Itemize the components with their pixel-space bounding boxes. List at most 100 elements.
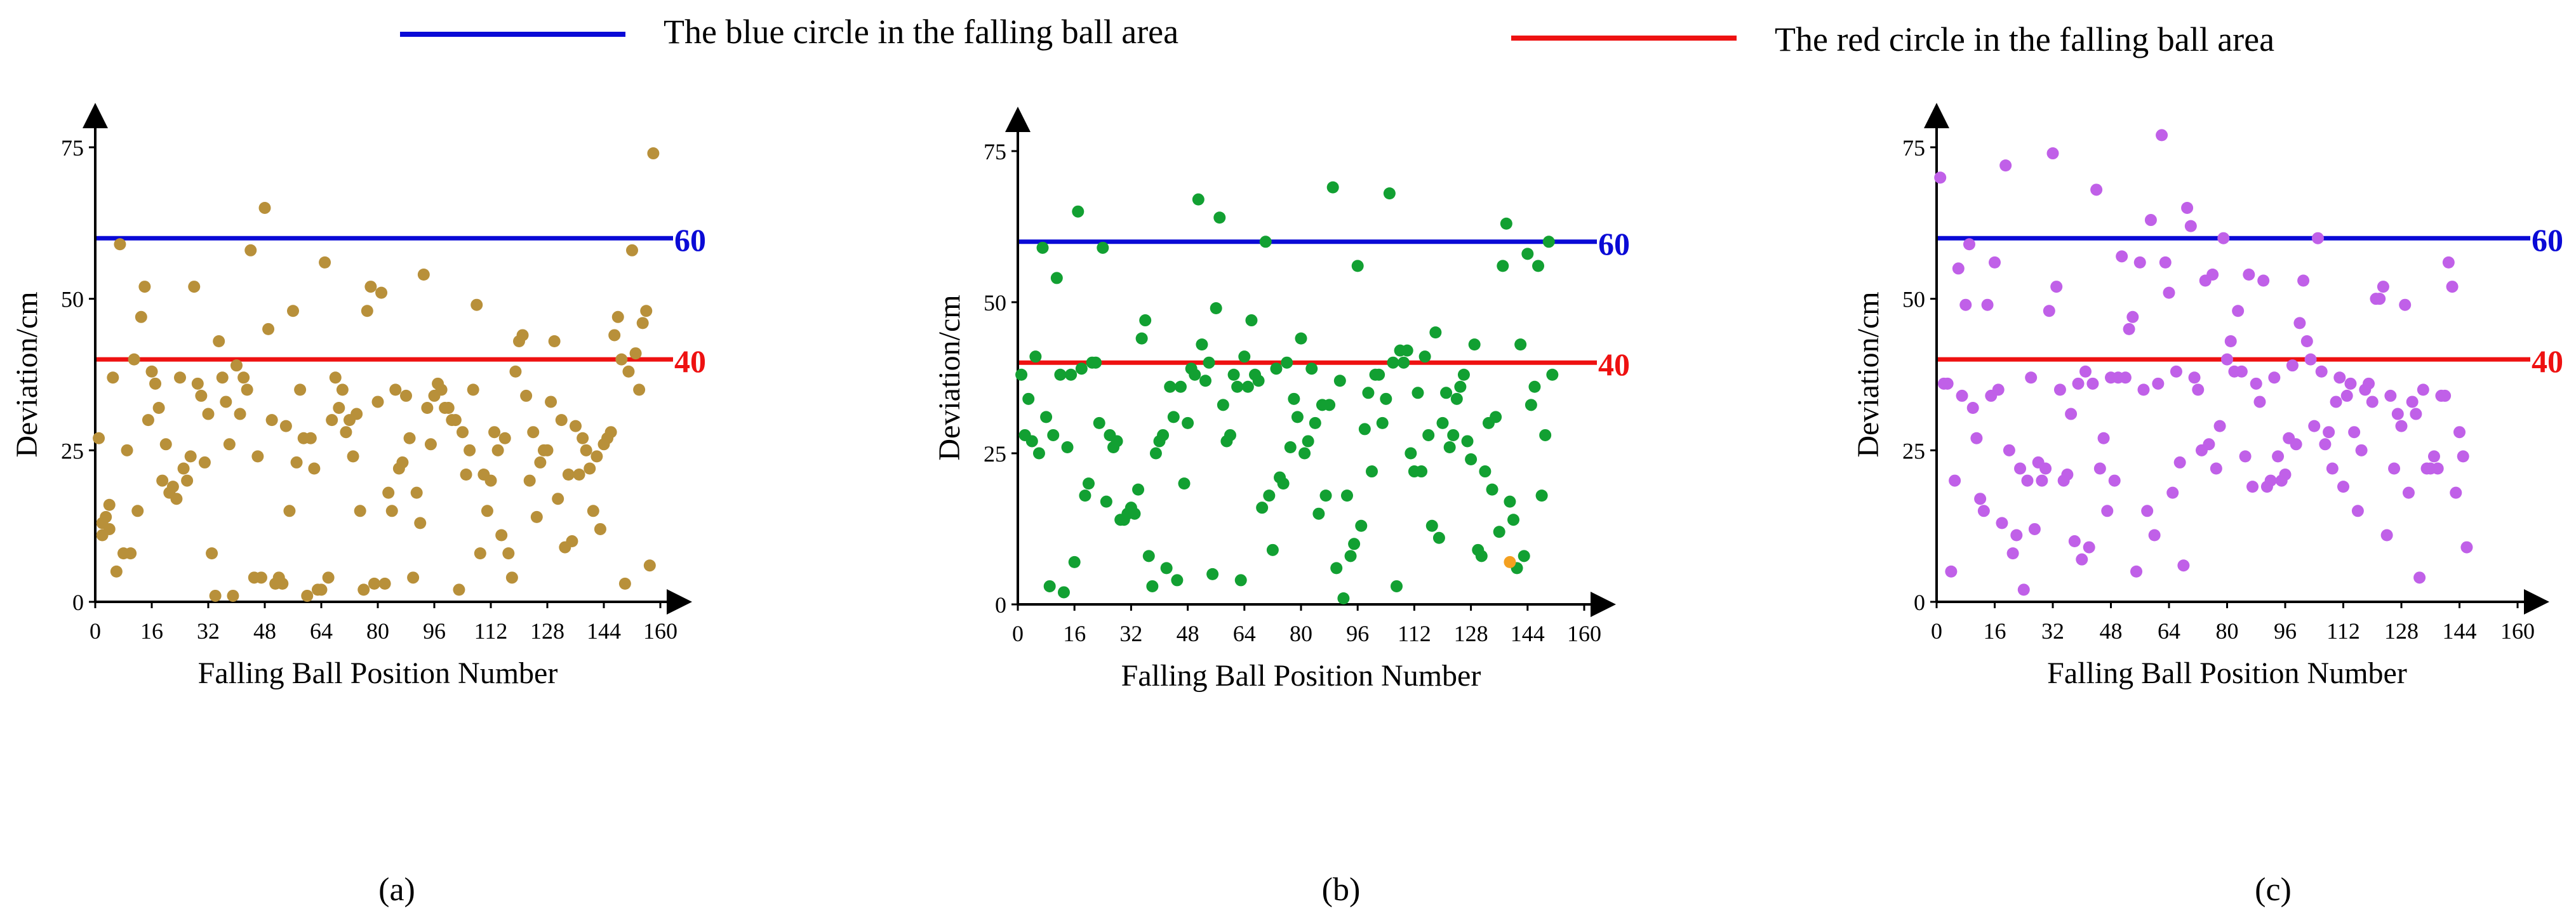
- scatter-point: [1422, 429, 1435, 441]
- scatter-point: [110, 565, 123, 578]
- scatter-point: [1479, 465, 1492, 478]
- scatter-point: [1974, 493, 1987, 505]
- scatter-point: [1514, 338, 1527, 351]
- scatter-point: [1319, 489, 1332, 502]
- scatter-point: [2083, 541, 2095, 554]
- scatter-point: [1047, 429, 1060, 441]
- scatter-point: [1057, 586, 1070, 599]
- scatter-point: [1256, 502, 1269, 514]
- scatter-point: [1355, 519, 1368, 532]
- y-tick-label: 75: [1902, 135, 1925, 161]
- scatter-point: [234, 408, 246, 420]
- scatter-point: [237, 371, 250, 384]
- legend-label-blue: The blue circle in the falling ball area: [664, 13, 1178, 51]
- scatter-point: [287, 305, 299, 317]
- scatter-point: [2253, 396, 2266, 408]
- scatter-point: [1447, 429, 1460, 441]
- scatter-point: [570, 420, 582, 432]
- x-tick-label: 80: [2216, 618, 2239, 644]
- scatter-point: [2315, 365, 2328, 378]
- scatter-point: [241, 383, 253, 396]
- scatter-point: [410, 486, 423, 499]
- scatter-point: [2014, 462, 2027, 475]
- scatter-point: [322, 571, 335, 584]
- panel-a: 60 40 0 16 32 48 64 80 96 112 128 144 160 0 25 50 75 Fall…: [10, 103, 706, 908]
- scatter-point-highlight: [1504, 555, 1516, 568]
- scatter-point: [1025, 435, 1038, 448]
- x-tick-label: 160: [1567, 621, 1601, 646]
- scatter-point: [516, 329, 529, 342]
- scatter-point: [1135, 332, 1148, 345]
- scatter-point: [2116, 250, 2128, 263]
- scatter-point: [615, 353, 628, 366]
- scatter-point: [184, 450, 197, 463]
- scatter-point: [604, 426, 617, 439]
- scatter-point: [1302, 435, 1314, 448]
- scatter-point: [2166, 486, 2179, 499]
- scatter-point: [1546, 368, 1559, 381]
- scatter-point: [100, 510, 112, 523]
- scatter-point: [1934, 171, 1947, 184]
- scatter-point: [1956, 389, 1968, 402]
- x-tick-label: 64: [310, 618, 333, 644]
- scatter-point: [2046, 147, 2059, 160]
- x-tick-label: 112: [474, 618, 508, 644]
- scatter-point: [584, 462, 596, 475]
- scatter-point: [1298, 447, 1311, 460]
- scatter-point: [1528, 380, 1541, 393]
- scatter-point: [1326, 181, 1339, 194]
- scatter-point: [1167, 411, 1180, 423]
- scatter-point: [647, 147, 660, 160]
- scatter-point: [2181, 201, 2194, 214]
- x-tick-label: 0: [90, 618, 101, 644]
- scatter-point: [1963, 238, 1975, 251]
- scatter-point: [2086, 377, 2099, 390]
- scatter-point: [1391, 580, 1403, 592]
- scatter-point: [580, 444, 592, 456]
- legend-item-blue: The blue circle in the falling ball area: [400, 13, 1178, 51]
- scatter-point: [2076, 553, 2088, 566]
- panel-c: 60 40 0 16 32 48 64 80 96 112 128 144 160 0 25 50 75 Fall…: [1852, 103, 2563, 908]
- scatter-point: [2221, 353, 2233, 366]
- scatter-point: [1263, 489, 1276, 502]
- scatter-point: [629, 347, 642, 360]
- scatter-point: [107, 371, 119, 384]
- x-tick-label: 32: [1119, 621, 1142, 646]
- scatter-point: [2351, 505, 2364, 517]
- scatter-point: [2061, 469, 2074, 481]
- scatter-point: [460, 469, 472, 481]
- scatter-point: [138, 281, 151, 293]
- scatter-point: [1149, 447, 1162, 460]
- scatter-point: [1231, 380, 1244, 393]
- y-tick-label: 50: [61, 287, 84, 312]
- scatter-point: [1100, 495, 1112, 508]
- x-tick-label: 48: [2100, 618, 2123, 644]
- scatter-point: [1128, 507, 1141, 520]
- scatter-point: [2417, 383, 2429, 396]
- scatter-point: [2366, 396, 2379, 408]
- scatter-point: [1373, 368, 1385, 381]
- scatter-point: [1465, 453, 1478, 466]
- scatter-point: [2206, 268, 2219, 281]
- scatter-point: [1259, 236, 1272, 248]
- scatter-point: [2137, 383, 2150, 396]
- x-tick-label: 128: [1454, 621, 1488, 646]
- scatter-point: [1507, 514, 1519, 526]
- x-tick-label: 144: [2443, 618, 2477, 644]
- scatter-point: [2355, 444, 2368, 456]
- scatter-point: [326, 414, 338, 427]
- scatter-point: [1532, 260, 1545, 272]
- scatter-point: [2239, 450, 2252, 463]
- scatter-point: [1093, 416, 1105, 429]
- scatter-point: [371, 396, 384, 408]
- scatter-point: [1535, 489, 1548, 502]
- scatter-point: [2188, 371, 2201, 384]
- scatter-point: [2108, 474, 2121, 487]
- scatter-point: [2039, 462, 2052, 475]
- scatter-point: [2308, 420, 2321, 432]
- scatter-point: [2093, 462, 2106, 475]
- scatter-point: [2119, 371, 2132, 384]
- y-tick-label: 0: [1914, 590, 1925, 615]
- scatter-point: [484, 474, 497, 487]
- scatter-point: [2217, 232, 2230, 244]
